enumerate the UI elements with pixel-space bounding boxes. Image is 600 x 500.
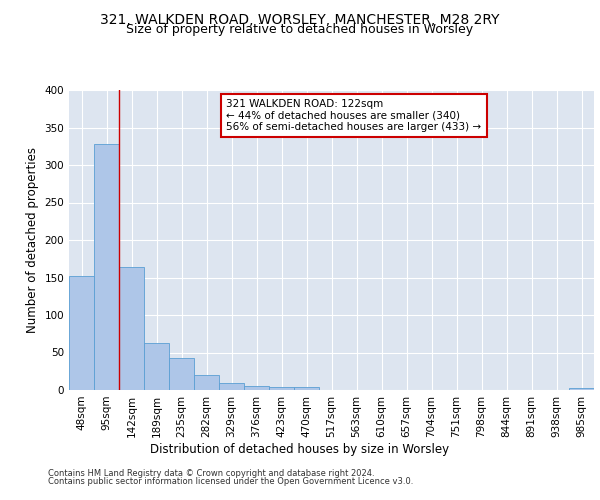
Bar — [194, 375, 219, 390]
Bar — [219, 383, 244, 390]
Bar — [294, 387, 319, 390]
Bar — [144, 343, 169, 390]
Bar — [169, 358, 194, 390]
Text: 321 WALKDEN ROAD: 122sqm
← 44% of detached houses are smaller (340)
56% of semi-: 321 WALKDEN ROAD: 122sqm ← 44% of detach… — [227, 99, 482, 132]
Bar — [94, 144, 119, 390]
Text: 321, WALKDEN ROAD, WORSLEY, MANCHESTER, M28 2RY: 321, WALKDEN ROAD, WORSLEY, MANCHESTER, … — [100, 12, 500, 26]
Text: Contains public sector information licensed under the Open Government Licence v3: Contains public sector information licen… — [48, 477, 413, 486]
Text: Size of property relative to detached houses in Worsley: Size of property relative to detached ho… — [127, 24, 473, 36]
Bar — [269, 387, 294, 390]
Y-axis label: Number of detached properties: Number of detached properties — [26, 147, 39, 333]
Bar — [69, 276, 94, 390]
Bar — [244, 386, 269, 390]
Text: Distribution of detached houses by size in Worsley: Distribution of detached houses by size … — [151, 442, 449, 456]
Text: Contains HM Land Registry data © Crown copyright and database right 2024.: Contains HM Land Registry data © Crown c… — [48, 468, 374, 477]
Bar — [569, 388, 594, 390]
Bar — [119, 267, 144, 390]
